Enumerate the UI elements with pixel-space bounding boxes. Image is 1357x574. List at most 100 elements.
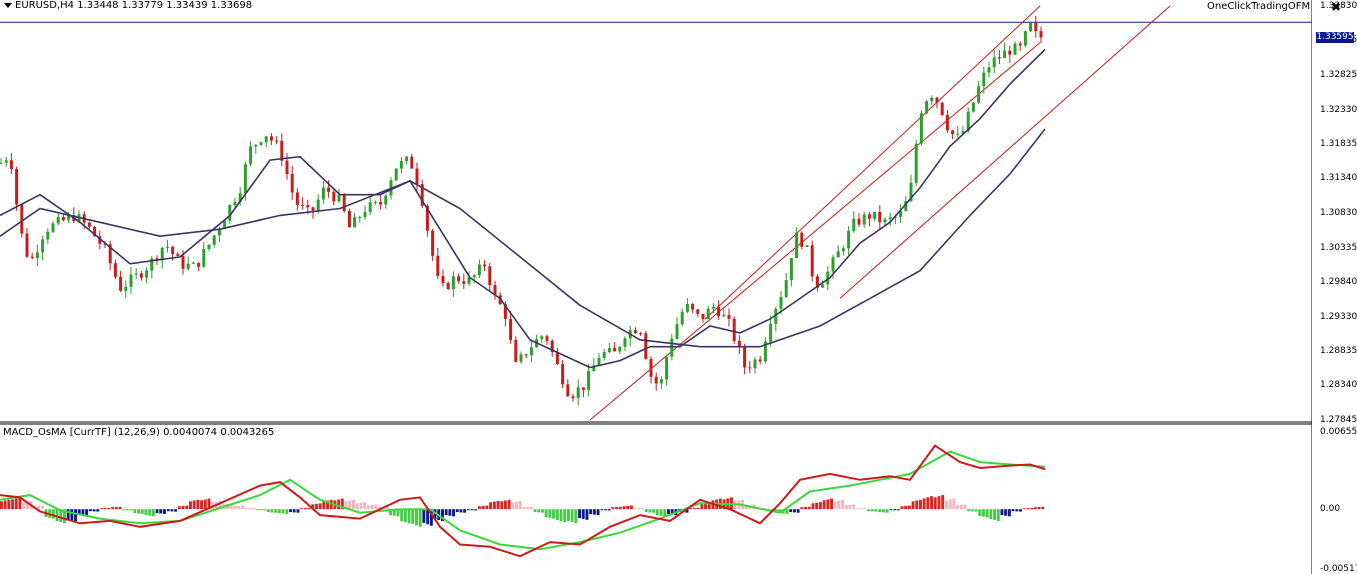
candle-body: [914, 143, 918, 183]
candle-body: [30, 256, 34, 258]
osma-bar: [452, 509, 455, 517]
candle-body: [566, 384, 570, 397]
osma-bar: [622, 506, 626, 510]
osma-bar: [985, 509, 989, 518]
osma-bar: [874, 509, 878, 512]
osma-bar: [693, 508, 696, 510]
candle-body: [847, 230, 851, 249]
osma-bar: [548, 509, 552, 518]
osma-bar: [1007, 509, 1011, 517]
osma-bar: [937, 496, 941, 510]
price-axis-label: 1.29840: [1320, 276, 1357, 287]
osma-bar: [926, 497, 930, 510]
candle-body: [659, 379, 663, 384]
osma-bar: [863, 508, 867, 510]
candle-body: [633, 330, 637, 334]
price-axis[interactable]: 1.338301.333351.328251.323301.318351.313…: [1312, 0, 1357, 425]
candle-body: [285, 160, 289, 174]
indicator-axis[interactable]: 0.006559 0.00 -0.005170: [1312, 424, 1357, 574]
osma-bar: [492, 501, 496, 510]
channel-line-upper2: [839, 5, 1171, 299]
candle-body: [301, 204, 305, 206]
indicator-axis-label: 0.00: [1320, 504, 1341, 515]
osma-bar: [240, 505, 244, 510]
osma-bar: [0, 501, 3, 510]
osma-bar: [500, 501, 504, 510]
osma-bar: [63, 509, 66, 524]
osma-bar: [800, 507, 804, 510]
osma-bar: [11, 499, 14, 510]
candle-body: [795, 232, 799, 259]
candle-body: [930, 97, 934, 102]
osma-bar: [200, 500, 203, 510]
candle-body: [472, 275, 476, 278]
candle-body: [483, 264, 487, 267]
candle-body: [670, 338, 674, 357]
osma-bar: [25, 501, 29, 510]
candle-body: [410, 156, 414, 169]
osma-bar: [589, 509, 593, 515]
candle-body: [867, 214, 871, 219]
candle-body: [124, 286, 128, 291]
candle-body: [223, 220, 227, 230]
osma-bar: [133, 509, 137, 514]
candle-body: [711, 306, 715, 309]
candle-body: [462, 281, 466, 284]
osma-bar: [400, 509, 404, 521]
candle-body: [306, 205, 310, 208]
candle-body: [311, 207, 315, 211]
osma-bar: [389, 509, 392, 516]
osma-bar: [255, 509, 259, 511]
candle-body: [332, 191, 336, 202]
osma-bar: [544, 509, 548, 517]
osma-bar: [511, 502, 515, 510]
price-chart[interactable]: [0, 0, 1312, 574]
candle-body: [774, 308, 778, 324]
osma-bar: [804, 507, 807, 510]
osma-bar: [126, 509, 129, 511]
candle-body: [883, 219, 887, 223]
candle-body: [420, 184, 424, 206]
candle-body: [87, 222, 91, 227]
moving-average-fast: [0, 48, 1046, 369]
indicator-axis-label: -0.005170: [1320, 564, 1357, 574]
osma-bar: [533, 509, 537, 513]
candle-body: [571, 396, 575, 399]
candle-body: [821, 284, 825, 288]
price-axis-label: 1.29330: [1320, 312, 1357, 323]
candle-body: [129, 274, 133, 287]
osma-bar: [856, 508, 859, 510]
osma-bar: [907, 505, 911, 510]
osma-bar: [1022, 508, 1026, 510]
osma-bar: [815, 502, 819, 510]
osma-bar: [407, 509, 411, 524]
candle-body: [545, 336, 549, 341]
osma-bar: [88, 509, 92, 512]
osma-bar: [833, 501, 837, 510]
candle-body: [1003, 50, 1007, 59]
candle-body: [691, 303, 695, 310]
osma-bar: [59, 509, 63, 523]
osma-bar: [563, 509, 567, 523]
candle-body: [394, 168, 398, 181]
osma-bar: [455, 509, 459, 513]
osma-bar: [1019, 509, 1022, 512]
candle-body: [623, 338, 627, 347]
osma-bar: [852, 504, 856, 510]
candle-body: [862, 214, 866, 225]
close-icon[interactable]: ✖: [1331, 0, 1342, 14]
osma-bar: [263, 509, 266, 511]
price-axis-label: 1.32330: [1320, 104, 1357, 115]
candle-body: [51, 223, 55, 232]
candle-body: [295, 192, 299, 205]
dropdown-triangle-icon[interactable]: [4, 2, 12, 8]
osma-bar: [600, 509, 604, 511]
candle-body: [524, 354, 528, 356]
osma-bar: [996, 509, 1000, 521]
osma-bar: [618, 506, 622, 510]
candle-body: [529, 347, 533, 356]
osma-bar: [637, 508, 641, 510]
osma-bar: [118, 506, 122, 510]
candle-body: [800, 232, 804, 247]
